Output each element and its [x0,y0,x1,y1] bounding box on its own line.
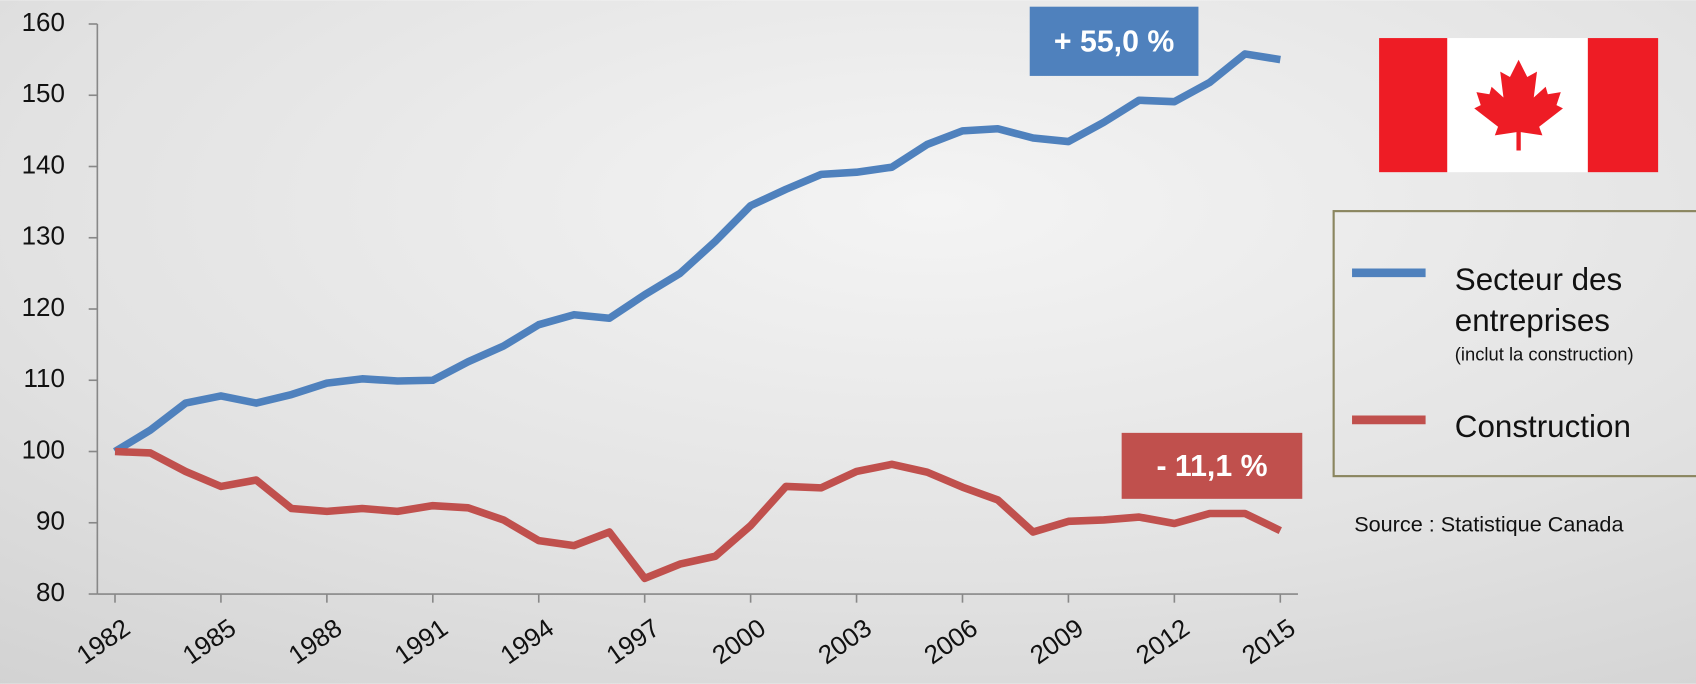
legend-label: Construction [1454,410,1631,445]
annotation-box [1029,6,1199,76]
flag [1379,38,1659,173]
y-tick-label: 90 [36,508,65,536]
y-tick-label: 140 [22,151,65,179]
legend-entry: Secteur des entreprises (inclut la constr… [1454,263,1634,365]
y-tick-label: 130 [22,223,65,251]
legend-entry: Construction [1454,410,1631,445]
y-tick-label: 80 [36,579,65,607]
legend-box [1332,210,1696,478]
y-tick-label: 150 [22,80,65,108]
annotation: - 11,1 % [1156,450,1267,483]
annotation-box [1121,432,1303,499]
legend-label: Secteur des entreprises [1454,263,1623,339]
annotation: + 55,0 % [1054,25,1174,58]
legend-note: (inclut la construction) [1454,344,1634,365]
line-series [114,447,1282,583]
source: Source : Statistique Canada [1354,512,1624,537]
y-tick-label: 160 [22,9,65,37]
line-series [113,50,1281,455]
y-tick-label: 120 [22,294,65,322]
y-tick-label: 100 [22,436,65,464]
y-tick-label: 110 [24,365,65,393]
